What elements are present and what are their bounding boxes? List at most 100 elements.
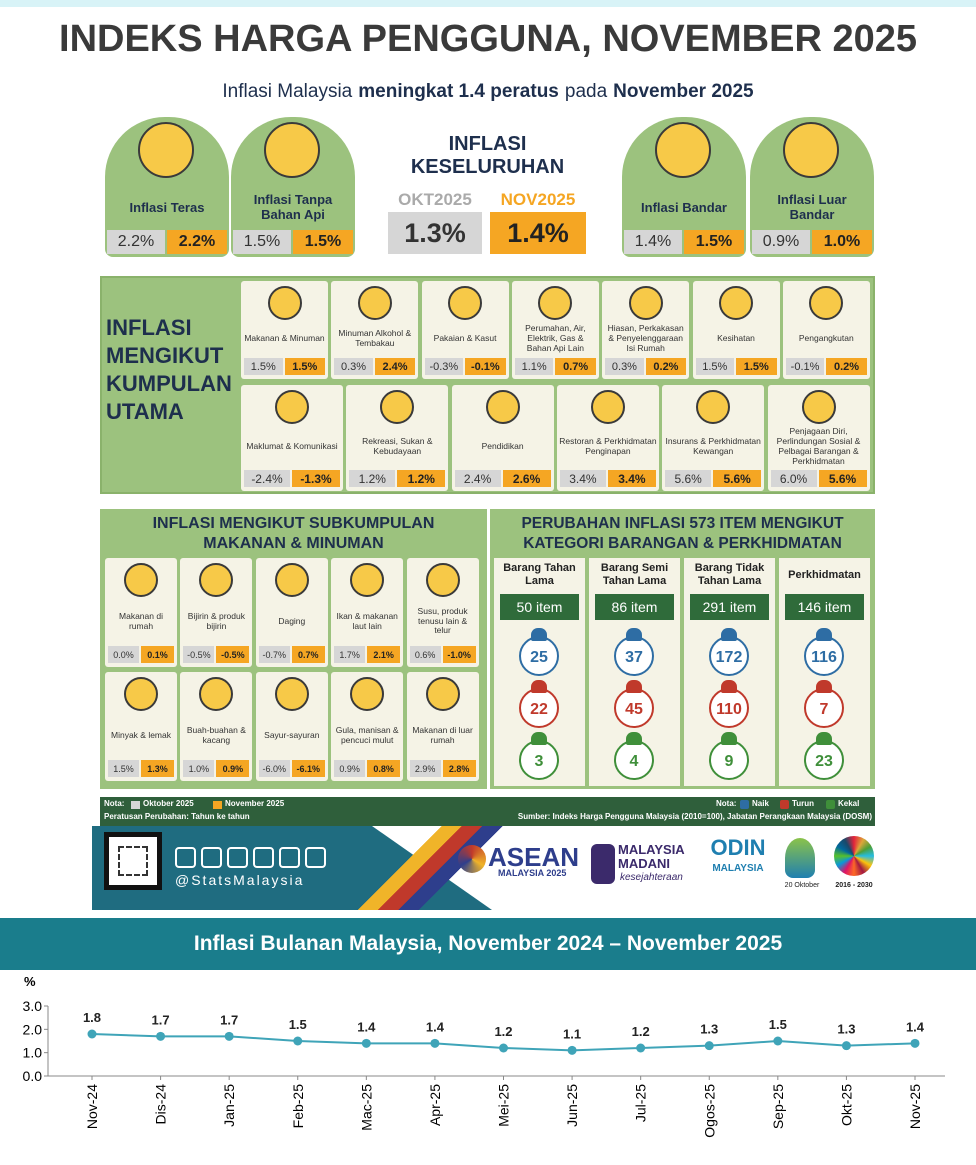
nov-value: 1.5% <box>684 230 744 254</box>
y-tick-label: 3.0 <box>23 998 43 1014</box>
oct-value: 0.9% <box>752 230 810 254</box>
legend-marker <box>826 800 835 809</box>
category-count: 86 item <box>595 594 674 620</box>
oct-value: 1.5% <box>108 760 139 777</box>
count-circle: 3 <box>519 740 559 780</box>
icon <box>199 563 234 597</box>
icon <box>783 122 839 178</box>
icon <box>264 122 320 178</box>
data-label: 1.7 <box>220 1012 238 1027</box>
data-label: 1.4 <box>357 1019 376 1034</box>
item-label: Pendidikan <box>481 441 524 452</box>
groups-title: INFLASI MENGIKUT KUMPULAN UTAMA <box>106 315 232 424</box>
oct-value: 2.2% <box>107 230 165 254</box>
x-tick-label: Feb-25 <box>290 1084 306 1129</box>
icon <box>350 677 385 711</box>
card-label: Inflasi Teras <box>129 199 205 215</box>
nov-value: 2.2% <box>167 230 227 254</box>
nov-value: 1.3% <box>141 760 174 777</box>
note: Nota: <box>104 799 125 808</box>
item-label: Perumahan, Air, Elektrik, Gas & Bahan Ap… <box>525 323 586 353</box>
badge <box>531 628 547 641</box>
nov-value: -0.5% <box>216 646 250 663</box>
item-label: Sayur-sayuran <box>264 729 320 740</box>
badge <box>626 680 642 693</box>
social-icon <box>305 847 326 868</box>
oct-value: 1.7% <box>334 646 366 663</box>
point <box>704 1041 714 1051</box>
oct-value: 2.4% <box>454 470 501 487</box>
subtitle-part: meningkat 1.4 peratus <box>358 81 559 102</box>
y-tick-label: 0.0 <box>23 1068 43 1084</box>
icon <box>628 286 663 320</box>
nov-value: 0.7% <box>555 358 596 375</box>
badge <box>721 628 737 641</box>
subtitle: Inflasi Malaysia meningkat 1.4 peratus pad… <box>0 78 976 106</box>
date-logo <box>785 838 815 878</box>
icon <box>655 122 711 178</box>
nov-value: 0.2% <box>826 358 867 375</box>
point <box>499 1043 508 1053</box>
asean-logo <box>458 845 486 873</box>
badge <box>816 628 832 641</box>
qr-code <box>104 832 162 890</box>
badge <box>626 628 642 641</box>
legend-naik: Naik <box>752 799 769 808</box>
item-label: Maklumat & Komunikasi <box>246 441 338 452</box>
madani: MALAYSIA <box>618 842 685 857</box>
icon <box>448 286 483 320</box>
item-label: Makanan di luar rumah <box>412 724 473 745</box>
item-label: Rekreasi, Sukan & Kebudayaan <box>362 436 433 456</box>
oct-value: -0.7% <box>258 646 290 663</box>
category-name: Barang Tahan Lama <box>503 562 576 587</box>
oct-value: 0.9% <box>334 760 366 777</box>
item-label: Daging <box>278 615 306 626</box>
item-label: Insurans & Perkhidmatan Kewangan <box>665 436 761 456</box>
data-label: 1.4 <box>906 1019 925 1034</box>
item-label: Buah-buahan & kacang <box>186 724 246 745</box>
data-label: 1.8 <box>83 1010 101 1025</box>
swatch-oct <box>131 801 140 809</box>
social-icon <box>175 847 196 868</box>
x-tick-label: Apr-25 <box>427 1084 443 1126</box>
nov-value: 1.0% <box>812 230 872 254</box>
overall-nov: 1.4% <box>490 212 586 254</box>
icon <box>696 390 731 424</box>
x-tick-label: Okt-25 <box>838 1084 854 1126</box>
nov-value: 2.1% <box>367 646 401 663</box>
icon <box>719 286 753 320</box>
nov-value: 0.7% <box>291 646 325 663</box>
point <box>430 1038 440 1048</box>
icon <box>590 390 625 424</box>
count-circle: 9 <box>709 740 749 780</box>
note-right: Nota: <box>716 799 737 808</box>
social-icon <box>279 847 300 868</box>
icon <box>380 390 415 424</box>
overall-title: INFLASI KESELURUHAN <box>410 133 565 178</box>
date: 20 Oktober <box>784 881 820 889</box>
oct-value: 0.0% <box>108 646 139 663</box>
category-name: Perkhidmatan <box>788 568 861 581</box>
count-circle: 37 <box>614 636 654 676</box>
count-circle: 4 <box>614 740 654 780</box>
point <box>841 1041 851 1051</box>
icon <box>350 563 385 597</box>
legend-kekal: Kekal <box>838 799 860 808</box>
x-tick-label: Nov-24 <box>84 1084 100 1129</box>
oct-value: 6.0% <box>770 470 817 487</box>
top-strip <box>0 0 976 7</box>
count-circle: 23 <box>804 740 844 780</box>
icon <box>801 390 836 424</box>
item-label: Pakaian & Kasut <box>433 333 497 344</box>
asean-sub: MALAYSIA 2025 <box>498 868 567 878</box>
category-count: 146 item <box>785 594 864 620</box>
point <box>293 1036 303 1046</box>
card-label: Inflasi Bandar <box>641 199 727 215</box>
badge <box>816 732 832 745</box>
count-circle: 45 <box>614 688 654 728</box>
nov-value: 0.2% <box>645 358 687 375</box>
legend-marker <box>740 800 749 809</box>
oct-value: -0.3% <box>424 358 464 375</box>
icon <box>538 286 573 320</box>
oct-label: OKT2025 <box>398 190 472 209</box>
